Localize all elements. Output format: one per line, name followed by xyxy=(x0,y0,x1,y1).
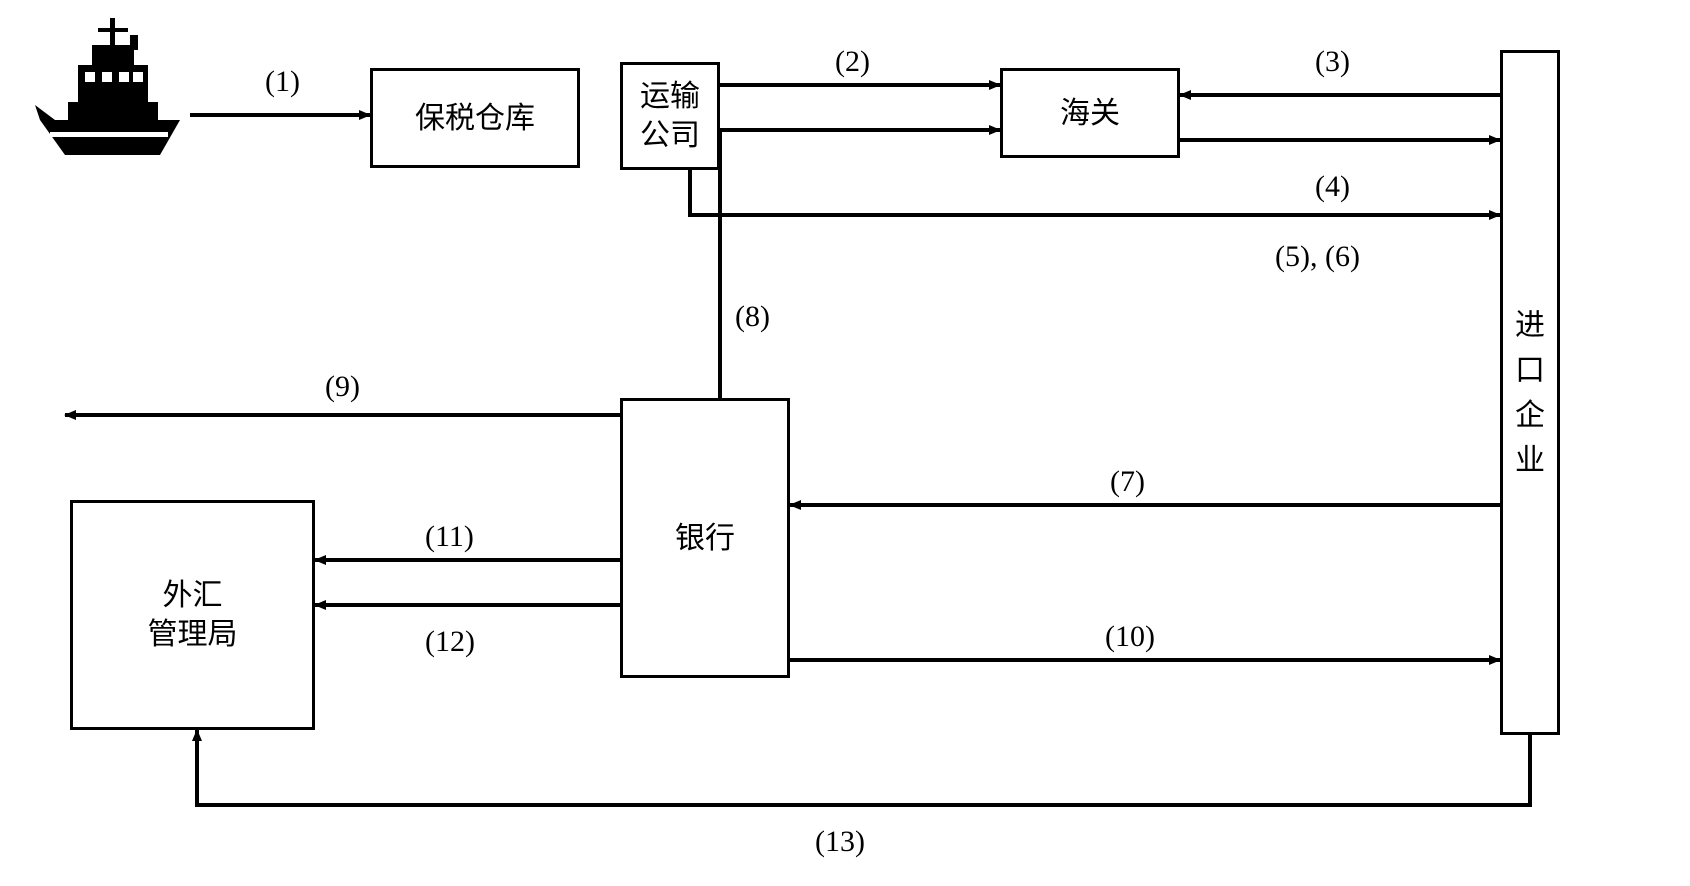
edge-label-e10: (10) xyxy=(1105,620,1155,654)
ship-icon xyxy=(30,10,190,160)
node-customs: 海关 xyxy=(1000,68,1180,158)
edge-label-e56: (5), (6) xyxy=(1275,240,1360,274)
node-label: 银行 xyxy=(675,519,735,558)
node-label: 外汇 管理局 xyxy=(148,576,238,654)
edge-label-e2: (2) xyxy=(835,45,870,79)
node-label: 保税仓库 xyxy=(415,99,535,138)
edge-e56 xyxy=(690,170,1500,215)
edge-label-e3: (3) xyxy=(1315,45,1350,79)
edge-label-e9: (9) xyxy=(325,370,360,404)
node-label: 运输 公司 xyxy=(640,77,700,155)
node-label: 海关 xyxy=(1060,94,1120,133)
node-bank: 银行 xyxy=(620,398,790,678)
node-transport-company: 运输 公司 xyxy=(620,62,720,170)
edge-e8 xyxy=(720,130,1000,398)
node-forex-bureau: 外汇 管理局 xyxy=(70,500,315,730)
edge-label-e1: (1) xyxy=(265,65,300,99)
edge-e13 xyxy=(197,730,1530,805)
edge-label-e12: (12) xyxy=(425,625,475,659)
edge-label-e13: (13) xyxy=(815,825,865,859)
flowchart-canvas: 保税仓库 运输 公司 海关 银行 外汇 管理局 进 口 企 业 (1) (2) (3… xyxy=(0,0,1690,886)
node-import-enterprise: 进 口 企 业 xyxy=(1500,50,1560,735)
node-label: 进 口 企 业 xyxy=(1515,303,1545,483)
arrows-layer xyxy=(0,0,1690,886)
node-bonded-warehouse: 保税仓库 xyxy=(370,68,580,168)
edge-label-e8: (8) xyxy=(735,300,770,334)
edge-label-e11: (11) xyxy=(425,520,474,554)
edge-label-e4: (4) xyxy=(1315,170,1350,204)
edge-label-e7: (7) xyxy=(1110,465,1145,499)
